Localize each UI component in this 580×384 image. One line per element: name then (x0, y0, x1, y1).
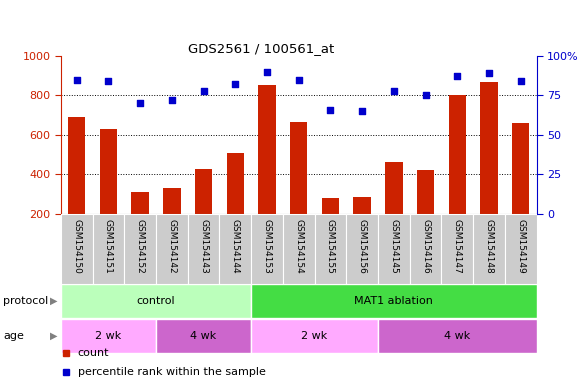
Bar (251, 319, 378, 353)
Bar (473, 214, 505, 283)
Point (199, 88, 208, 94)
Text: GSM154146: GSM154146 (421, 219, 430, 274)
Text: GSM154150: GSM154150 (72, 219, 81, 274)
Text: protocol: protocol (3, 296, 48, 306)
Bar (61, 214, 93, 283)
Title: GDS2561 / 100561_at: GDS2561 / 100561_at (187, 42, 334, 55)
Bar (505, 214, 536, 283)
Text: GSM154144: GSM154144 (231, 219, 240, 274)
Text: 2 wk: 2 wk (95, 331, 122, 341)
Text: count: count (78, 348, 109, 358)
Bar (124, 214, 156, 283)
Bar (512, 123, 530, 253)
Text: 4 wk: 4 wk (444, 331, 470, 341)
Bar (346, 214, 378, 283)
Bar (188, 214, 219, 283)
Point (167, 97, 176, 103)
Bar (378, 214, 409, 283)
Point (389, 88, 398, 94)
Point (262, 69, 271, 75)
Bar (385, 162, 403, 253)
Text: GSM154151: GSM154151 (104, 219, 113, 274)
Bar (448, 95, 466, 253)
Point (484, 70, 494, 76)
Text: GSM154147: GSM154147 (453, 219, 462, 274)
Bar (219, 214, 251, 283)
Point (72, 76, 81, 83)
Point (104, 78, 113, 84)
Text: ▶: ▶ (50, 296, 57, 306)
Point (421, 92, 430, 98)
Bar (353, 197, 371, 253)
Bar (480, 82, 498, 253)
Bar (409, 214, 441, 283)
Point (452, 73, 462, 79)
Point (326, 106, 335, 113)
Point (294, 76, 303, 83)
Bar (290, 122, 307, 253)
Bar (156, 214, 188, 283)
Text: GSM154148: GSM154148 (484, 219, 494, 274)
Bar (322, 198, 339, 253)
Bar (251, 214, 283, 283)
Bar (195, 169, 212, 253)
Point (231, 81, 240, 88)
Bar (100, 129, 117, 253)
Text: GSM154154: GSM154154 (294, 219, 303, 274)
Bar (93, 214, 124, 283)
Point (516, 78, 525, 84)
Text: control: control (137, 296, 175, 306)
Text: percentile rank within the sample: percentile rank within the sample (78, 366, 266, 377)
Bar (156, 319, 251, 353)
Text: age: age (3, 331, 24, 341)
Bar (417, 170, 434, 253)
Text: GSM154145: GSM154145 (389, 219, 398, 274)
Bar (61, 319, 156, 353)
Bar (441, 214, 473, 283)
Bar (163, 188, 180, 253)
Text: GSM154143: GSM154143 (199, 219, 208, 274)
Text: GSM154152: GSM154152 (136, 219, 144, 274)
Text: GSM154156: GSM154156 (358, 219, 367, 274)
Point (136, 100, 145, 106)
Bar (132, 192, 149, 253)
Point (357, 108, 367, 114)
Text: GSM154153: GSM154153 (263, 219, 271, 274)
Text: ▶: ▶ (50, 331, 57, 341)
Bar (227, 152, 244, 253)
Bar (314, 214, 346, 283)
Text: MAT1 ablation: MAT1 ablation (354, 296, 433, 306)
Bar (251, 284, 536, 318)
Bar (258, 85, 276, 253)
Bar (68, 117, 85, 253)
Text: GSM154155: GSM154155 (326, 219, 335, 274)
Bar (283, 214, 314, 283)
Text: 2 wk: 2 wk (302, 331, 328, 341)
Text: GSM154149: GSM154149 (516, 219, 525, 274)
Text: GSM154142: GSM154142 (168, 219, 176, 274)
Bar (61, 284, 251, 318)
Bar (378, 319, 536, 353)
Text: 4 wk: 4 wk (190, 331, 217, 341)
